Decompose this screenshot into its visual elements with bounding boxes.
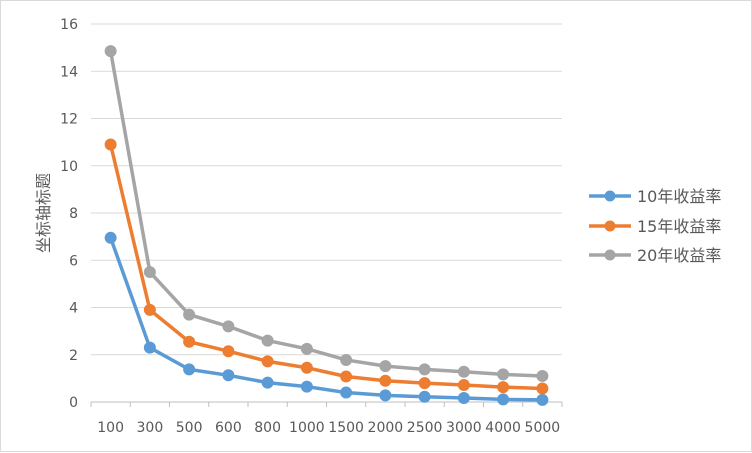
data-point	[340, 386, 353, 399]
series-layer	[104, 45, 549, 406]
data-point	[261, 376, 274, 389]
series-1	[104, 231, 549, 406]
gridlines	[91, 23, 562, 356]
x-tick-label: 5000	[525, 420, 561, 436]
legend-label: 15年收益率	[637, 217, 721, 236]
series-line	[108, 236, 545, 402]
legend-item: 15年收益率	[589, 217, 721, 236]
x-tick-label: 600	[215, 420, 242, 436]
data-point	[379, 374, 392, 387]
data-point	[536, 382, 549, 395]
data-point	[457, 391, 470, 404]
data-point	[418, 363, 431, 376]
x-tick-label: 4000	[485, 420, 521, 436]
data-point	[261, 334, 274, 347]
legend-label: 10年收益率	[637, 187, 721, 206]
data-point	[536, 393, 549, 406]
data-point	[457, 365, 470, 378]
series-line	[108, 142, 545, 391]
data-point	[222, 320, 235, 333]
data-point	[497, 381, 510, 394]
data-point	[222, 345, 235, 358]
x-tick-label: 300	[137, 420, 164, 436]
y-tick-label: 0	[69, 395, 78, 411]
legend-marker	[604, 249, 616, 261]
y-axis-title: 坐标轴标题	[34, 173, 53, 253]
series-line	[108, 49, 545, 378]
data-point	[536, 370, 549, 383]
data-point	[340, 370, 353, 383]
data-point	[104, 231, 117, 244]
data-point	[183, 363, 196, 376]
y-tick-label: 4	[69, 301, 78, 317]
data-point	[183, 335, 196, 348]
data-point	[418, 390, 431, 403]
x-tick-label: 1000	[289, 420, 325, 436]
series-3	[104, 45, 549, 383]
x-axis: 100 300 500 600 800 1000 1500 2000 2500 3000 4000 5…	[90, 401, 563, 436]
data-point	[300, 361, 313, 374]
x-tick-label: 1500	[328, 420, 364, 436]
y-tick-label: 14	[60, 64, 78, 80]
y-tick-label: 12	[60, 112, 78, 128]
y-tick-label: 6	[69, 253, 78, 269]
data-point	[300, 380, 313, 393]
data-point	[222, 369, 235, 382]
data-point	[143, 266, 156, 279]
data-point	[183, 308, 196, 321]
x-tick-label: 3000	[446, 420, 482, 436]
data-point	[457, 378, 470, 391]
y-tick-label: 2	[69, 348, 78, 364]
y-tick-label: 8	[69, 206, 78, 222]
data-point	[497, 368, 510, 381]
data-point	[497, 393, 510, 406]
data-point	[418, 377, 431, 390]
data-point	[300, 342, 313, 355]
x-tick-label: 2500	[407, 420, 443, 436]
y-tick-label: 10	[60, 159, 78, 175]
legend-marker	[604, 190, 616, 202]
data-point	[143, 341, 156, 354]
data-point	[340, 353, 353, 366]
data-point	[379, 389, 392, 402]
y-tick-label: 16	[60, 17, 78, 33]
data-point	[104, 45, 117, 58]
series-2	[104, 138, 549, 395]
data-point	[261, 355, 274, 368]
legend-item: 10年收益率	[589, 187, 721, 206]
legend-marker	[604, 220, 616, 232]
x-tick-label: 100	[97, 420, 124, 436]
data-point	[104, 138, 117, 151]
x-tick-label: 500	[176, 420, 203, 436]
legend-label: 20年收益率	[637, 246, 721, 265]
y-axis-ticks: 0 2 4 6 8 10 12 14 16	[60, 17, 78, 411]
legend: 10年收益率 15年收益率 20年收益率	[589, 187, 721, 265]
data-point	[379, 360, 392, 373]
x-tick-label: 800	[254, 420, 281, 436]
data-point	[143, 303, 156, 316]
x-tick-label: 2000	[368, 420, 404, 436]
legend-item: 20年收益率	[589, 246, 721, 265]
